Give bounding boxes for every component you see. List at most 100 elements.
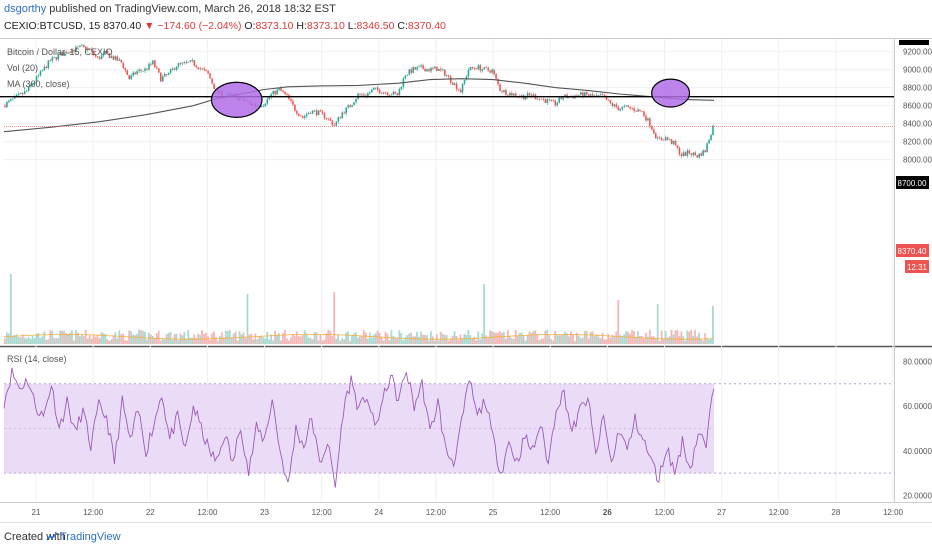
candle-body: [392, 91, 395, 95]
author-link[interactable]: dsgorthy: [4, 3, 47, 15]
candle-body: [706, 143, 708, 153]
volume-bar: [29, 338, 32, 344]
volume-bar: [288, 340, 290, 344]
volume-bar: [544, 330, 547, 344]
symbol-label[interactable]: CEXIO:BTCUSD, 15: [4, 20, 101, 32]
legend-pair: Bitcoin / Dollar, 15, CEXIO: [7, 47, 113, 57]
candle-body: [442, 69, 444, 71]
x-tick-label: 21: [32, 508, 41, 517]
candle-body: [187, 61, 190, 63]
volume-bar: [558, 335, 560, 344]
volume-bar: [82, 336, 85, 344]
volume-bar: [370, 337, 373, 344]
candle-body: [85, 46, 87, 51]
volume-bar: [171, 339, 174, 344]
candle-body: [430, 67, 432, 72]
candle-body: [39, 71, 42, 76]
volume-bar: [114, 332, 117, 344]
volume-bar: [183, 331, 186, 344]
tradingview-link[interactable]: TradingView: [60, 531, 121, 543]
volume-bar: [643, 338, 645, 344]
volume-bar: [163, 339, 166, 344]
volume-bar: [244, 338, 247, 344]
candle-body: [183, 62, 186, 63]
volume-bar: [591, 331, 594, 344]
candle-body: [321, 111, 324, 114]
volume-bar: [215, 337, 217, 344]
volume-bar: [522, 335, 525, 344]
candle-body: [475, 68, 478, 70]
tradingview-logo-icon: [46, 532, 58, 541]
candle-body: [509, 92, 511, 96]
candle-body: [432, 67, 434, 69]
candle-body: [317, 110, 320, 116]
candle-body: [309, 113, 312, 114]
candle-body: [611, 103, 614, 106]
volume-bar: [43, 331, 46, 344]
volume-bar: [619, 334, 622, 344]
candle-body: [73, 50, 75, 52]
candle-body: [584, 92, 586, 98]
candle-body: [122, 62, 125, 69]
candle-body: [313, 110, 316, 112]
candle-body: [440, 68, 442, 70]
volume-bar: [248, 334, 251, 344]
candle-body: [487, 68, 489, 71]
annotation-circle[interactable]: [210, 81, 263, 118]
candle-body: [483, 67, 486, 70]
price-tick-label: 8000.00: [903, 156, 932, 165]
volume-bar: [625, 331, 628, 344]
volume-bar: [680, 331, 683, 344]
x-tick-label: 12:00: [426, 508, 447, 517]
annotation-circle[interactable]: [651, 78, 691, 108]
volume-bar: [236, 340, 239, 344]
candle-body: [345, 107, 347, 114]
candle-body: [142, 70, 144, 72]
volume-bar: [355, 332, 357, 344]
volume-bar: [102, 333, 105, 344]
candle-body: [495, 74, 497, 79]
volume-bar: [217, 340, 219, 344]
volume-bar: [347, 331, 349, 344]
volume-bar: [75, 330, 77, 344]
candle-body: [418, 66, 420, 68]
volume-bar: [37, 333, 40, 344]
x-tick-label: 26: [603, 508, 612, 517]
volume-bar: [51, 330, 54, 344]
volume-bar: [581, 337, 584, 344]
candle-body: [666, 137, 669, 140]
volume-bar: [270, 334, 273, 344]
volume-bar: [577, 335, 580, 344]
volume-bar: [167, 332, 170, 344]
volume-bar: [635, 336, 637, 344]
volume-bar: [311, 339, 314, 344]
candle-body: [81, 45, 83, 46]
volume-bar: [678, 336, 681, 344]
candle-body: [266, 98, 269, 104]
candle-body: [65, 52, 67, 54]
volume-bar: [613, 335, 616, 344]
candle-body: [708, 139, 710, 144]
volume-bar: [297, 336, 300, 344]
volume-bar: [161, 338, 164, 344]
rsi-line: [3, 367, 715, 488]
volume-bar: [321, 340, 324, 344]
volume-bar: [293, 335, 296, 344]
candle-body: [560, 97, 562, 100]
volume-bar: [78, 336, 81, 344]
candle-body: [132, 72, 134, 76]
candle-body: [140, 69, 142, 71]
volume-bar: [191, 337, 194, 344]
volume-bar: [286, 338, 288, 344]
volume-bar: [23, 337, 26, 344]
candle-body: [540, 98, 543, 100]
volume-bar: [650, 336, 653, 344]
volume-bar: [264, 338, 267, 344]
volume-bar: [343, 339, 345, 344]
chart-canvas[interactable]: 21 12:00 22 12:00 23 12:00 24 12:00 25 12:00 26 12:…: [0, 38, 932, 522]
volume-bar: [130, 331, 132, 344]
volume-bar: [153, 338, 156, 344]
price-tick-label: 8400.00: [903, 120, 932, 129]
candle-body: [327, 118, 330, 120]
candle-body: [14, 96, 16, 99]
